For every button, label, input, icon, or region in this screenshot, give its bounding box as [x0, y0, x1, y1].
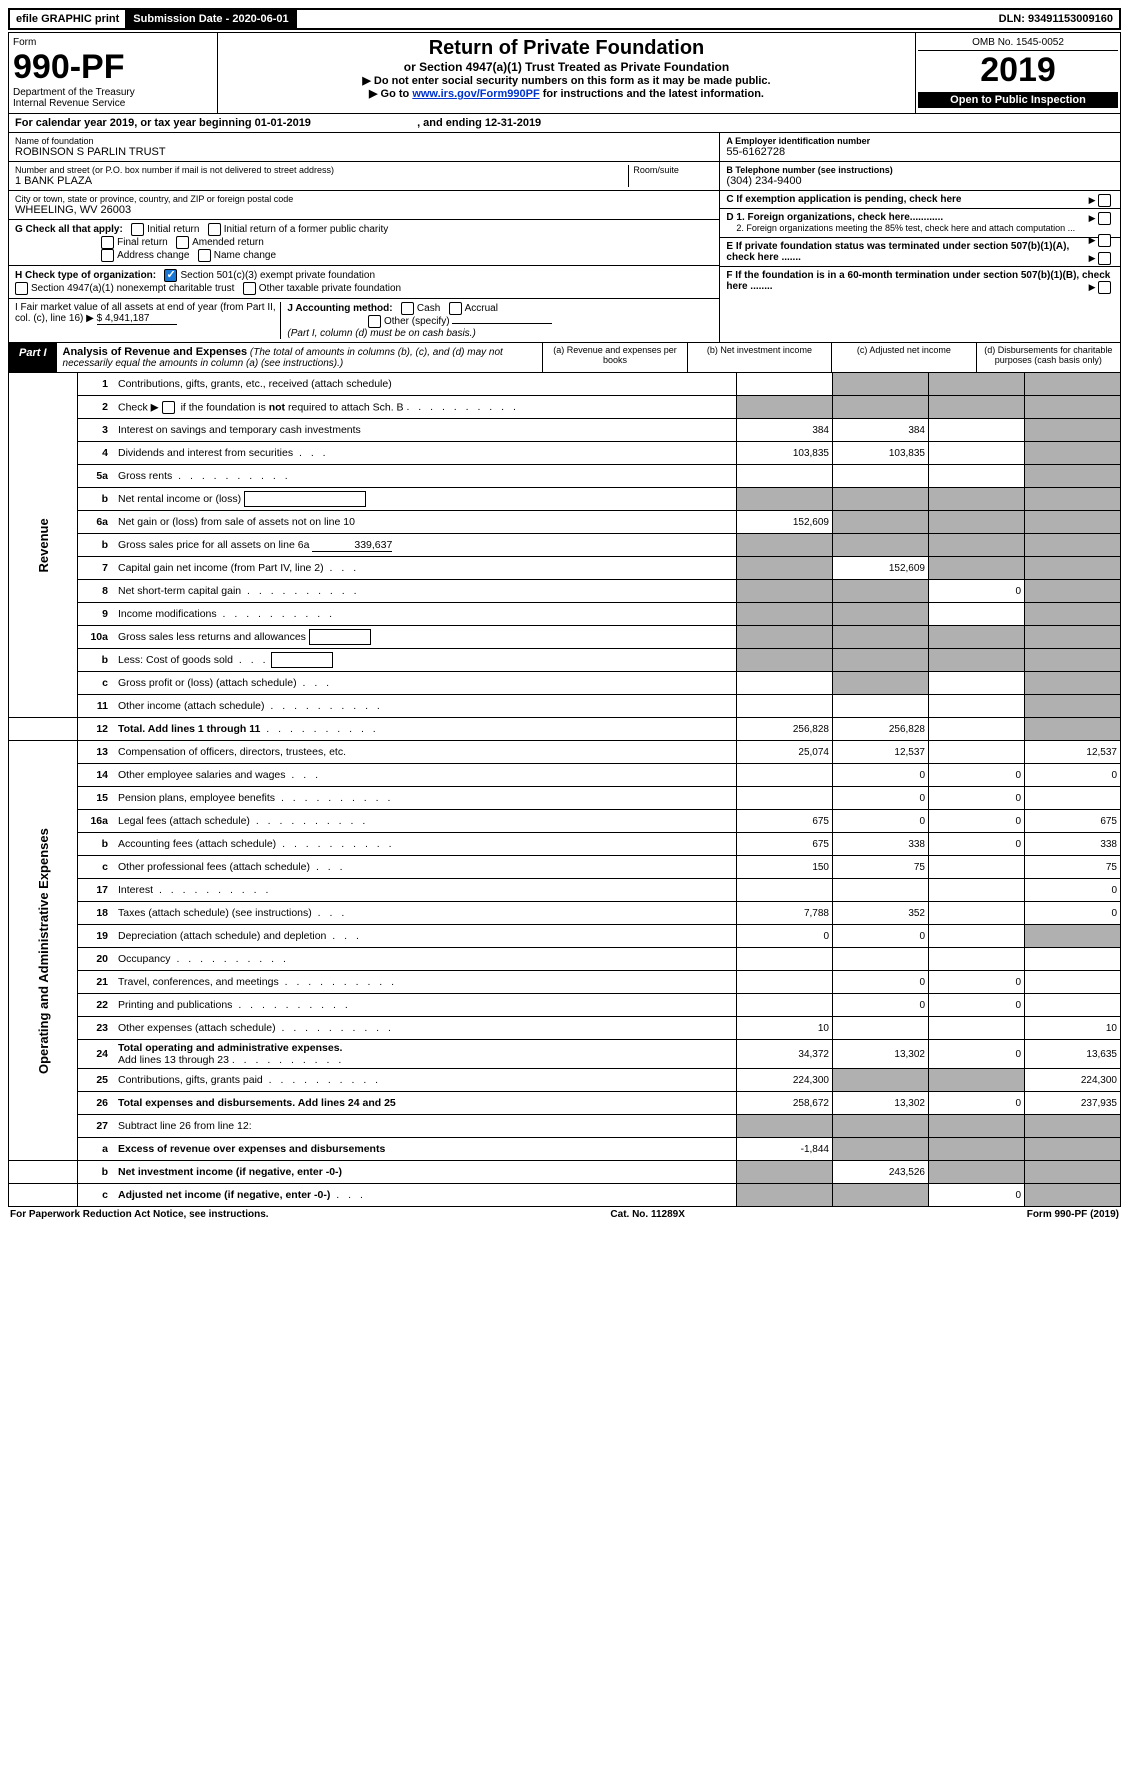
form-title: Return of Private Foundation [222, 37, 911, 60]
form-number: 990-PF [13, 48, 213, 87]
footer-right: Form 990-PF (2019) [1027, 1209, 1119, 1220]
c-block: C If exemption application is pending, c… [720, 191, 1120, 209]
4947-checkbox[interactable] [15, 282, 28, 295]
sch-b-checkbox[interactable] [162, 401, 175, 414]
initial-return-checkbox[interactable] [131, 223, 144, 236]
dept: Department of the Treasury [13, 87, 213, 98]
e-block: E If private foundation status was termi… [720, 238, 1120, 267]
dln: DLN: 93491153009160 [993, 10, 1119, 28]
entity-block: Name of foundation ROBINSON S PARLIN TRU… [8, 133, 1121, 343]
initial-former-checkbox[interactable] [208, 223, 221, 236]
header-center: Return of Private Foundation or Section … [218, 33, 915, 113]
h-row: H Check type of organization: Section 50… [9, 266, 719, 299]
part1-desc: Analysis of Revenue and Expenses (The to… [57, 343, 543, 372]
name-change-checkbox[interactable] [198, 249, 211, 262]
submission-date: Submission Date - 2020-06-01 [127, 10, 296, 28]
form-link[interactable]: www.irs.gov/Form990PF [412, 88, 539, 100]
col-c: (c) Adjusted net income [831, 343, 975, 372]
final-return-checkbox[interactable] [101, 236, 114, 249]
other-method-checkbox[interactable] [368, 315, 381, 328]
footer-mid: Cat. No. 11289X [610, 1209, 684, 1220]
header-right: OMB No. 1545-0052 2019 Open to Public In… [915, 33, 1120, 113]
calendar-year-row: For calendar year 2019, or tax year begi… [8, 114, 1121, 133]
amended-return-checkbox[interactable] [176, 236, 189, 249]
foundation-name: Name of foundation ROBINSON S PARLIN TRU… [9, 133, 719, 162]
tax-year: 2019 [918, 51, 1118, 90]
page-footer: For Paperwork Reduction Act Notice, see … [8, 1207, 1121, 1222]
part1-table: Revenue 1Contributions, gifts, grants, e… [8, 373, 1121, 1207]
f-block: F If the foundation is in a 60-month ter… [720, 267, 1120, 295]
f-checkbox[interactable] [1098, 281, 1111, 294]
open-inspection: Open to Public Inspection [918, 92, 1118, 108]
revenue-side: Revenue [9, 373, 78, 718]
instr-1: ▶ Do not enter social security numbers o… [222, 74, 911, 87]
501c3-checkbox[interactable] [164, 269, 177, 282]
fmv-value: $ 4,941,187 [97, 313, 177, 325]
col-a: (a) Revenue and expenses per books [542, 343, 686, 372]
expenses-side: Operating and Administrative Expenses [9, 741, 78, 1161]
other-taxable-checkbox[interactable] [243, 282, 256, 295]
col-headers: (a) Revenue and expenses per books (b) N… [542, 343, 1120, 372]
col-b: (b) Net investment income [687, 343, 831, 372]
col-d: (d) Disbursements for charitable purpose… [976, 343, 1120, 372]
form-word: Form [13, 37, 213, 48]
header-left: Form 990-PF Department of the Treasury I… [9, 33, 218, 113]
address-change-checkbox[interactable] [101, 249, 114, 262]
d1-checkbox[interactable] [1098, 212, 1111, 225]
d-block: D 1. Foreign organizations, check here..… [720, 209, 1120, 238]
part1-header: Part I Analysis of Revenue and Expenses … [8, 343, 1121, 373]
top-bar: efile GRAPHIC print Submission Date - 20… [8, 8, 1121, 30]
e-checkbox[interactable] [1098, 252, 1111, 265]
c-checkbox[interactable] [1098, 194, 1111, 207]
omb: OMB No. 1545-0052 [918, 35, 1118, 51]
instr-2: ▶ Go to www.irs.gov/Form990PF for instru… [222, 87, 911, 100]
ij-row: I Fair market value of all assets at end… [9, 299, 719, 342]
ein-block: A Employer identification number 55-6162… [720, 133, 1120, 162]
form-subtitle: or Section 4947(a)(1) Trust Treated as P… [222, 60, 911, 74]
g-row: G Check all that apply: Initial return I… [9, 220, 719, 266]
address-row: Number and street (or P.O. box number if… [9, 162, 719, 191]
d2-checkbox[interactable] [1098, 234, 1111, 247]
efile-label: efile GRAPHIC print [10, 10, 127, 28]
city-row: City or town, state or province, country… [9, 191, 719, 220]
irs: Internal Revenue Service [13, 98, 213, 109]
cash-checkbox[interactable] [401, 302, 414, 315]
part1-label: Part I [9, 343, 57, 372]
form-header: Form 990-PF Department of the Treasury I… [8, 32, 1121, 114]
accrual-checkbox[interactable] [449, 302, 462, 315]
footer-left: For Paperwork Reduction Act Notice, see … [10, 1209, 269, 1220]
tel-block: B Telephone number (see instructions) (3… [720, 162, 1120, 191]
